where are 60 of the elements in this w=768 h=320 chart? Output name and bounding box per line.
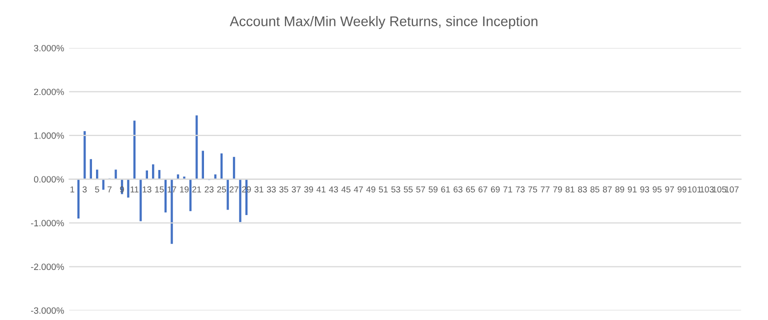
x-tick-label: 73 <box>516 186 525 192</box>
x-tick-label: 89 <box>615 186 624 192</box>
x-tick-label: 55 <box>404 186 413 192</box>
x-tick-label: 59 <box>428 186 438 192</box>
x-tick-label: 51 <box>378 186 388 192</box>
x-tick-label: 83 <box>578 186 587 192</box>
x-tick-label: 95 <box>652 186 662 192</box>
y-tick-label: -3.000% <box>31 307 64 314</box>
x-tick-label: 65 <box>466 186 475 192</box>
y-tick-label: 1.000% <box>34 132 64 139</box>
x-tick-label: 63 <box>454 186 462 192</box>
x-tick-label: 99 <box>678 186 686 192</box>
x-tick-label: 43 <box>328 186 338 192</box>
x-tick-label: 103 <box>700 186 714 192</box>
x-tick-label: 41 <box>316 186 326 192</box>
y-tick-label: -1.000% <box>31 220 64 226</box>
x-tick-label: 33 <box>266 186 276 192</box>
x-tick-label: 79 <box>553 186 562 192</box>
x-tick-label: 105 <box>712 186 726 192</box>
y-tick-label: -2.000% <box>31 264 64 270</box>
x-tick-label: 9 <box>120 186 124 192</box>
x-tick-label: 77 <box>540 186 550 192</box>
x-tick-label: 101 <box>688 186 702 192</box>
x-tick-label: 75 <box>528 186 538 192</box>
x-tick-label: 107 <box>725 186 739 192</box>
x-tick-label: 3 <box>82 186 87 192</box>
x-tick-label: 25 <box>217 186 226 192</box>
x-tick-label: 69 <box>490 186 500 192</box>
x-tick-label: 15 <box>155 186 164 192</box>
x-tick-label: 85 <box>590 186 600 192</box>
x-tick-label: 91 <box>628 186 637 192</box>
x-tick-label: 35 <box>279 186 288 192</box>
x-tick-label: 11 <box>130 186 139 192</box>
y-tick-label: 3.000% <box>34 44 64 52</box>
x-tick-label: 67 <box>478 186 488 192</box>
x-tick-label: 93 <box>640 186 650 192</box>
x-tick-label: 53 <box>391 186 400 192</box>
x-tick-label: 7 <box>108 186 112 192</box>
x-tick-label: 37 <box>292 186 301 192</box>
x-tick-label: 57 <box>416 186 426 192</box>
x-tick-label: 81 <box>566 186 574 192</box>
chart-title: Account Max/Min Weekly Returns, since Inception <box>230 16 538 29</box>
x-tick-label: 49 <box>366 186 376 192</box>
x-tick-label: 97 <box>665 186 674 192</box>
x-tick-label: 31 <box>254 186 264 192</box>
x-tick-label: 47 <box>354 186 363 192</box>
x-tick-label: 1 <box>70 186 74 192</box>
x-tick-label: 19 <box>180 186 189 192</box>
y-tick-label: 0.000% <box>34 176 64 183</box>
x-tick-label: 71 <box>503 186 512 192</box>
x-tick-label: 87 <box>602 186 612 192</box>
x-tick-label: 21 <box>192 186 202 192</box>
x-tick-label: 5 <box>95 186 100 192</box>
x-tick-label: 61 <box>441 186 450 192</box>
x-tick-label: 23 <box>204 186 214 192</box>
y-tick-label: 2.000% <box>34 88 64 96</box>
x-tick-label: 45 <box>341 186 350 192</box>
x-tick-label: 13 <box>142 186 152 192</box>
x-tick-label: 39 <box>304 186 314 192</box>
x-tick-label: 27 <box>230 186 238 192</box>
